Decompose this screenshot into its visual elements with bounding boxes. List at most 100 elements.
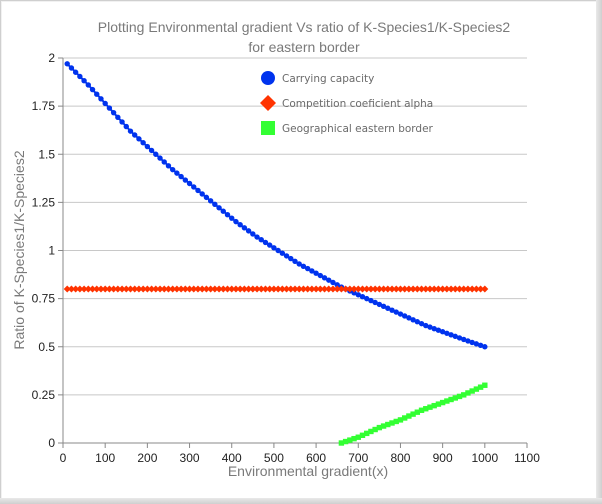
data-point (406, 413, 412, 419)
y-tick-label: 0.75 (32, 292, 56, 306)
data-point (330, 279, 336, 286)
data-point (427, 404, 433, 410)
data-point (106, 105, 113, 111)
x-tick-label: 700 (348, 451, 368, 465)
data-point (396, 285, 404, 293)
data-point (178, 173, 184, 180)
data-point (105, 285, 113, 293)
data-point (224, 211, 231, 218)
data-point (321, 285, 329, 293)
data-point (250, 231, 256, 237)
data-point (355, 434, 361, 440)
data-point (123, 123, 129, 130)
data-point (372, 426, 378, 433)
data-point (410, 317, 416, 323)
x-tick-label: 200 (137, 451, 157, 465)
data-point (452, 395, 458, 401)
data-point (169, 166, 176, 173)
data-point (401, 313, 408, 319)
data-point (393, 418, 399, 425)
data-point (397, 417, 404, 423)
data-point (389, 307, 395, 313)
data-point (135, 285, 143, 293)
data-point (224, 285, 232, 293)
data-point (358, 285, 366, 293)
data-point (283, 253, 290, 259)
data-point (401, 415, 408, 421)
data-point (152, 285, 160, 293)
data-point (114, 285, 122, 293)
data-point (139, 285, 147, 293)
data-point (410, 411, 416, 417)
data-point (198, 285, 206, 293)
data-point (304, 285, 312, 293)
data-point (376, 424, 383, 431)
data-point (364, 430, 370, 437)
data-point (338, 440, 345, 446)
data-point (76, 285, 84, 293)
data-point (439, 285, 447, 293)
y-tick-label: 1.75 (32, 99, 56, 113)
data-point (186, 285, 194, 293)
data-point (190, 285, 198, 293)
data-point (427, 324, 433, 330)
data-point (342, 438, 349, 445)
data-point (148, 285, 156, 293)
data-point (93, 285, 101, 293)
data-point (342, 285, 350, 293)
x-tick-label: 800 (390, 451, 410, 465)
data-point (465, 390, 471, 396)
data-point (456, 335, 463, 341)
data-point (132, 132, 138, 138)
x-tick-label: 100 (95, 451, 115, 465)
x-tick-label: 500 (264, 451, 284, 465)
data-point (64, 61, 70, 67)
data-point (288, 255, 294, 262)
data-point (418, 320, 425, 327)
data-point (249, 285, 257, 293)
data-point (67, 285, 75, 293)
data-point (77, 73, 83, 80)
data-point (393, 309, 399, 315)
data-point (364, 295, 370, 302)
data-point (292, 258, 298, 264)
data-point (448, 332, 454, 338)
data-point (140, 140, 146, 146)
data-point (304, 265, 311, 272)
data-point (359, 294, 366, 300)
data-point (72, 69, 79, 75)
legend-marker (261, 71, 275, 85)
data-point (236, 285, 244, 293)
data-point (448, 396, 454, 403)
data-point (461, 336, 467, 343)
data-point (380, 285, 388, 293)
data-point (212, 201, 218, 207)
data-point (68, 65, 75, 71)
data-point (477, 342, 484, 349)
y-tick-label: 0.25 (32, 388, 56, 402)
data-point (241, 225, 248, 231)
data-point (401, 285, 409, 293)
data-point (414, 319, 421, 325)
data-point (164, 285, 172, 293)
data-point (199, 191, 205, 197)
data-point (329, 285, 337, 293)
x-tick-label: 1000 (471, 451, 498, 465)
data-point (405, 285, 413, 293)
data-point (346, 285, 354, 293)
data-point (279, 250, 286, 256)
data-point (316, 285, 324, 293)
data-point (385, 305, 391, 311)
data-point (430, 285, 438, 293)
data-point (368, 297, 374, 304)
y-tick-label: 0 (48, 436, 55, 450)
y-tick-label: 1 (48, 244, 55, 258)
data-point (468, 285, 476, 293)
data-point (351, 435, 357, 442)
data-point (397, 311, 404, 317)
data-point (257, 285, 265, 293)
data-point (384, 285, 392, 293)
data-point (207, 198, 214, 204)
data-point (81, 78, 87, 84)
